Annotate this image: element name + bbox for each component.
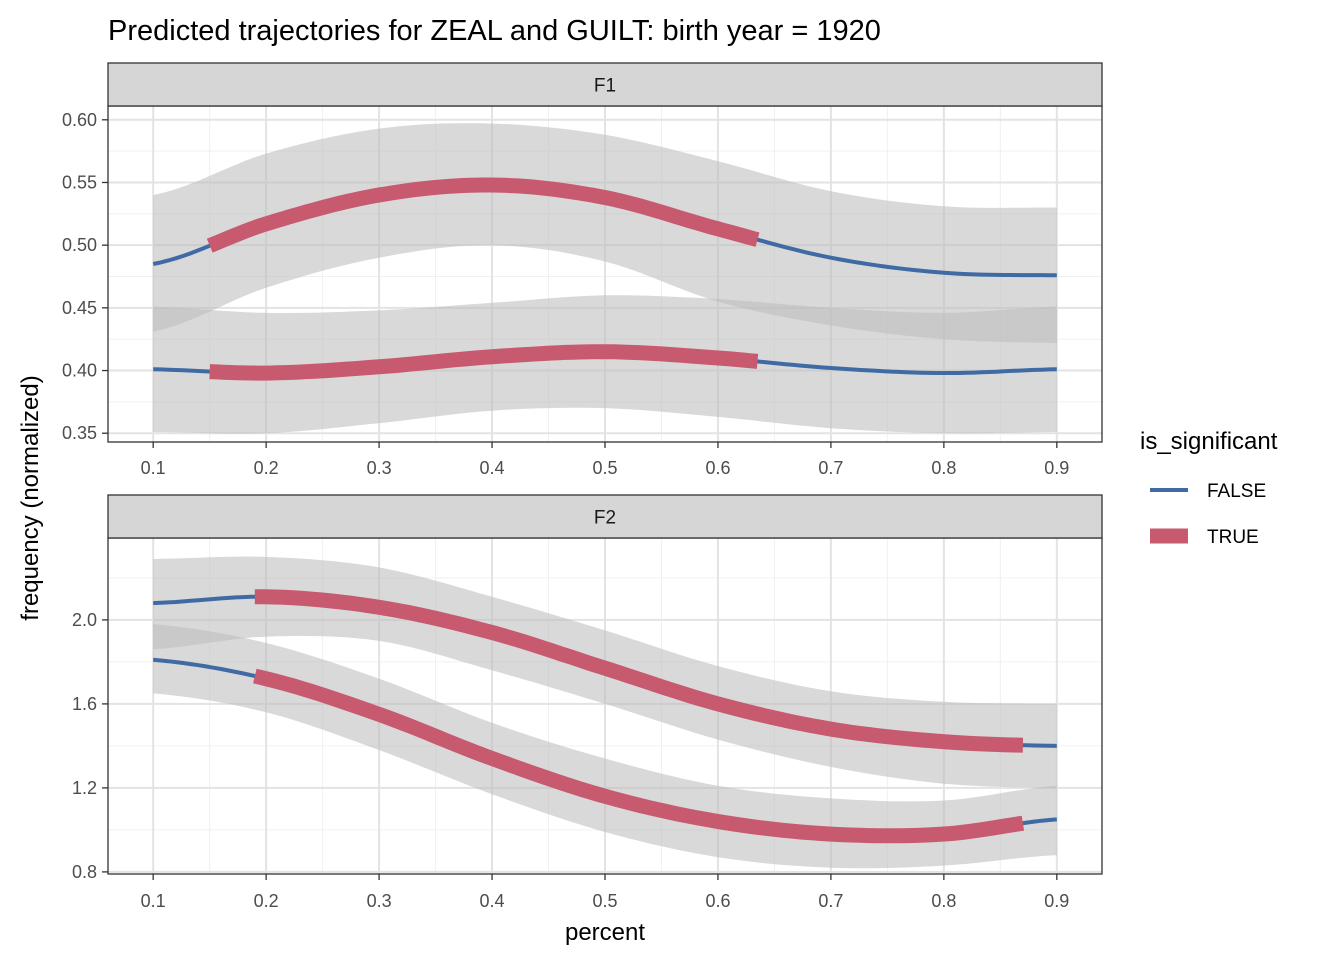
x-tick-label: 0.5 xyxy=(592,458,617,478)
trajectory-line-2-significant xyxy=(209,344,759,381)
x-tick-label: 0.8 xyxy=(931,891,956,911)
x-tick-label: 0.5 xyxy=(592,891,617,911)
x-tick-label: 0.3 xyxy=(367,458,392,478)
facet-strip xyxy=(107,494,1103,539)
facet-strip-label: F1 xyxy=(594,76,616,97)
x-tick-label: 0.6 xyxy=(705,458,730,478)
x-tick-label: 0.7 xyxy=(818,891,843,911)
x-tick-label: 0.4 xyxy=(480,458,505,478)
x-tick-label: 0.8 xyxy=(931,458,956,478)
facet-panels: F1 0.35 0.40 0.45 0.50 0.55 0.60 0.1 0.2 0.3 0.4 0.… xyxy=(62,62,1103,911)
y-tick-label: 0.45 xyxy=(62,298,97,318)
x-tick-label: 0.1 xyxy=(141,458,166,478)
trajectory-line-1-significant xyxy=(254,589,1024,753)
chart-title: Predicted trajectories for ZEAL and GUIL… xyxy=(108,15,881,47)
x-tick-label: 0.6 xyxy=(705,891,730,911)
facet-strip xyxy=(107,62,1103,107)
facet-f1: F1 0.35 0.40 0.45 0.50 0.55 0.60 0.1 0.2 0.3 0.4 0.… xyxy=(62,62,1103,478)
facet-strip-label: F2 xyxy=(594,508,616,529)
x-tick-label: 0.1 xyxy=(141,891,166,911)
y-tick-label: 1.6 xyxy=(72,694,97,714)
x-tick-label: 0.7 xyxy=(818,458,843,478)
x-axis-title: percent xyxy=(565,919,645,946)
facet-f2: F2 0.8 1.2 1.6 2.0 0.1 0.2 0.3 0.4 0.5 0.6 0.7 0.8 0.… xyxy=(72,494,1103,911)
x-tick-label: 0.3 xyxy=(367,891,392,911)
legend: is_significant FALSE TRUE xyxy=(1140,428,1278,548)
legend-label-true: TRUE xyxy=(1207,527,1259,548)
legend-label-false: FALSE xyxy=(1207,481,1266,502)
trajectory-line-1-significant xyxy=(206,177,760,253)
x-tick-label: 0.4 xyxy=(480,891,505,911)
confidence-ribbon-2 xyxy=(153,624,1057,869)
y-tick-label: 0.40 xyxy=(62,361,97,381)
y-tick-label: 0.50 xyxy=(62,235,97,255)
x-tick-label: 0.2 xyxy=(254,891,279,911)
y-tick-label: 1.2 xyxy=(72,778,97,798)
trajectory-line-2-significant xyxy=(253,668,1025,844)
confidence-ribbon-2 xyxy=(153,295,1057,434)
x-tick-label: 0.2 xyxy=(254,458,279,478)
legend-title: is_significant xyxy=(1140,428,1278,455)
y-tick-label: 0.55 xyxy=(62,172,97,192)
y-axis-title: frequency (normalized) xyxy=(17,375,44,620)
y-tick-label: 0.35 xyxy=(62,423,97,443)
y-tick-label: 0.60 xyxy=(62,110,97,130)
x-tick-label: 0.9 xyxy=(1044,458,1069,478)
x-tick-label: 0.9 xyxy=(1044,891,1069,911)
confidence-ribbon-1 xyxy=(153,123,1057,343)
y-tick-label: 0.8 xyxy=(72,862,97,882)
y-tick-label: 2.0 xyxy=(72,610,97,630)
